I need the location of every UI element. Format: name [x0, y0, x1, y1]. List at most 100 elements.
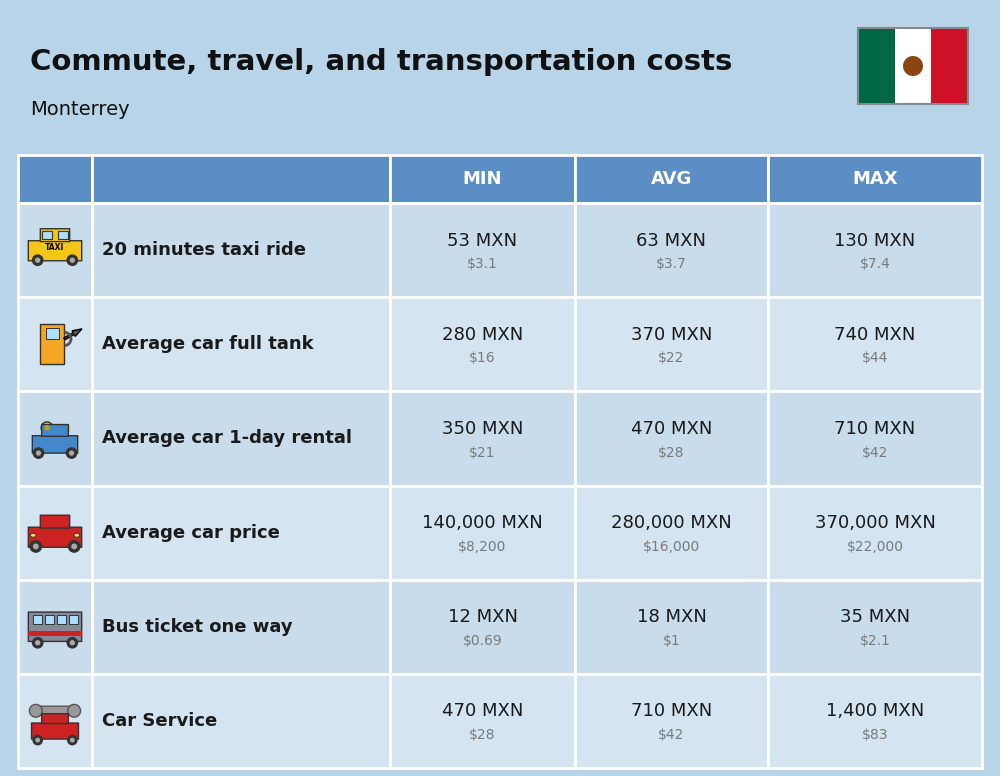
Bar [28, 631, 82, 636]
Circle shape [71, 543, 77, 549]
Bar [575, 203, 768, 297]
Text: $22,000: $22,000 [846, 540, 904, 554]
Text: $1: $1 [663, 634, 680, 648]
Bar [931, 28, 968, 104]
Circle shape [70, 258, 75, 263]
Circle shape [68, 705, 81, 717]
Bar [40, 324, 64, 364]
Text: Bus ticket one way: Bus ticket one way [102, 618, 293, 636]
Text: 280 MXN: 280 MXN [442, 326, 523, 344]
Text: 35 MXN: 35 MXN [840, 608, 910, 626]
Bar [18, 580, 92, 674]
Text: Monterrey: Monterrey [30, 100, 130, 119]
Text: 710 MXN: 710 MXN [631, 702, 712, 720]
Text: 63 MXN: 63 MXN [637, 232, 706, 250]
Circle shape [35, 258, 40, 263]
Text: 18 MXN: 18 MXN [637, 608, 706, 626]
Circle shape [35, 640, 40, 646]
Bar [575, 580, 768, 674]
Text: $7.4: $7.4 [860, 257, 890, 271]
Circle shape [66, 255, 78, 266]
Bar [57, 615, 66, 624]
Text: 20 minutes taxi ride: 20 minutes taxi ride [102, 241, 306, 259]
Circle shape [35, 738, 40, 743]
Bar [858, 28, 968, 104]
Text: Average car price: Average car price [102, 524, 280, 542]
Text: 740 MXN: 740 MXN [834, 326, 916, 344]
Bar [18, 203, 92, 297]
FancyBboxPatch shape [32, 723, 78, 739]
Bar [18, 155, 92, 203]
Bar [92, 155, 390, 203]
Ellipse shape [74, 533, 80, 537]
Bar [390, 391, 575, 486]
Bar [92, 674, 390, 768]
FancyBboxPatch shape [40, 515, 70, 528]
Bar [18, 674, 92, 768]
Text: 1,400 MXN: 1,400 MXN [826, 702, 924, 720]
Bar [46, 328, 59, 339]
Circle shape [32, 255, 44, 266]
Bar [42, 231, 52, 240]
Circle shape [29, 705, 42, 717]
Text: 470 MXN: 470 MXN [442, 702, 523, 720]
Text: 470 MXN: 470 MXN [631, 420, 712, 438]
FancyBboxPatch shape [35, 706, 75, 715]
Bar [768, 391, 982, 486]
Bar [390, 674, 575, 768]
Bar [58, 231, 68, 240]
Circle shape [41, 422, 53, 434]
FancyBboxPatch shape [28, 527, 82, 547]
Bar [768, 674, 982, 768]
Bar [92, 203, 390, 297]
Text: Average car 1-day rental: Average car 1-day rental [102, 429, 352, 448]
Bar [768, 155, 982, 203]
Text: $28: $28 [469, 728, 496, 742]
Circle shape [70, 640, 75, 646]
Bar [575, 674, 768, 768]
Bar [18, 391, 92, 486]
Circle shape [70, 738, 75, 743]
Text: 710 MXN: 710 MXN [834, 420, 916, 438]
Text: 370 MXN: 370 MXN [631, 326, 712, 344]
Bar [92, 297, 390, 391]
Text: 350 MXN: 350 MXN [442, 420, 523, 438]
Bar [575, 391, 768, 486]
Text: $28: $28 [658, 445, 685, 459]
Text: Average car full tank: Average car full tank [102, 335, 314, 353]
Bar [768, 486, 982, 580]
Text: 280,000 MXN: 280,000 MXN [611, 514, 732, 532]
Bar [390, 203, 575, 297]
Bar [69, 615, 78, 624]
Bar [390, 155, 575, 203]
Bar [768, 297, 982, 391]
Text: $16: $16 [469, 352, 496, 365]
Bar [92, 486, 390, 580]
FancyBboxPatch shape [28, 241, 82, 261]
Text: Car Service: Car Service [102, 712, 217, 730]
FancyArrow shape [64, 329, 82, 340]
Text: $8,200: $8,200 [458, 540, 507, 554]
Bar [858, 28, 895, 104]
Circle shape [33, 447, 44, 459]
Text: 12 MXN: 12 MXN [448, 608, 518, 626]
Text: $2.1: $2.1 [860, 634, 890, 648]
Text: $16,000: $16,000 [643, 540, 700, 554]
Bar [33, 615, 42, 624]
Text: $22: $22 [658, 352, 685, 365]
Bar [390, 486, 575, 580]
Bar [575, 155, 768, 203]
Bar [92, 391, 390, 486]
FancyBboxPatch shape [40, 229, 70, 241]
Text: $42: $42 [862, 445, 888, 459]
Bar [575, 486, 768, 580]
Text: $21: $21 [469, 445, 496, 459]
Text: $83: $83 [862, 728, 888, 742]
Text: AVG: AVG [651, 170, 692, 188]
Circle shape [69, 450, 74, 456]
Text: 370,000 MXN: 370,000 MXN [815, 514, 935, 532]
Text: $3.7: $3.7 [656, 257, 687, 271]
Text: Commute, travel, and transportation costs: Commute, travel, and transportation cost… [30, 48, 732, 76]
Ellipse shape [30, 533, 36, 537]
Bar [575, 297, 768, 391]
